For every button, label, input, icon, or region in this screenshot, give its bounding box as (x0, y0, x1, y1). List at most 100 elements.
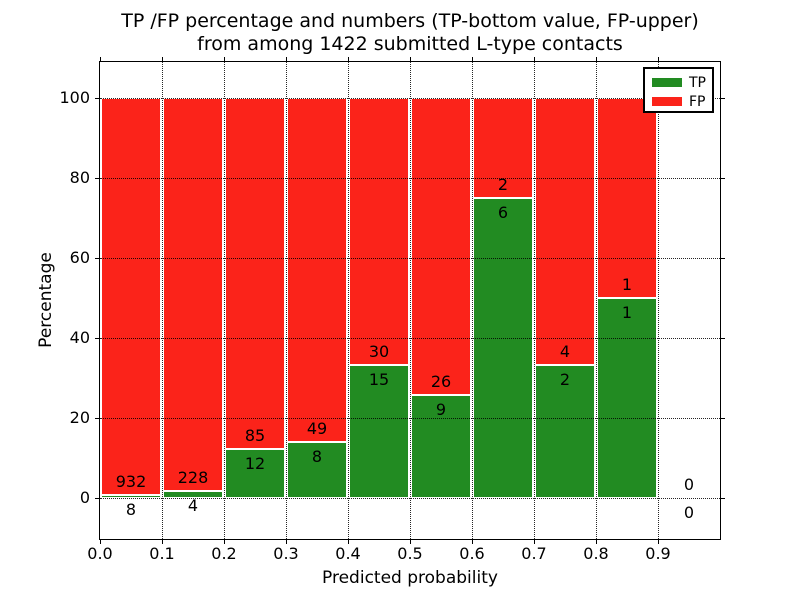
bar-fp-segment (163, 98, 223, 492)
y-tick-mark (95, 418, 99, 419)
fp-count-label: 26 (430, 372, 452, 392)
y-tick-label: 0 (79, 488, 90, 507)
tp-count-label: 15 (368, 369, 390, 389)
x-tick-mark-top (348, 57, 349, 61)
bar-tp-segment (473, 198, 533, 498)
x-tick-mark (286, 540, 287, 544)
x-tick-label: 0.8 (583, 544, 609, 563)
x-tick-mark-top (534, 57, 535, 61)
y-tick-mark (95, 98, 99, 99)
x-tick-label: 0.7 (521, 544, 547, 563)
tp-count-label: 6 (497, 203, 509, 222)
bar-fp-segment (225, 98, 285, 449)
vertical-gridline (224, 62, 225, 539)
x-tick-label: 0.5 (397, 544, 423, 563)
x-tick-label: 0.1 (149, 544, 175, 563)
x-tick-mark-top (224, 57, 225, 61)
y-tick-mark-right (721, 98, 725, 99)
legend-row-tp: TP (645, 73, 712, 92)
y-tick-label: 20 (69, 408, 90, 427)
y-tick-label: 100 (59, 88, 90, 107)
x-tick-label: 0.3 (273, 544, 299, 563)
y-tick-mark-right (721, 418, 725, 419)
x-tick-mark (224, 540, 225, 544)
y-tick-mark (95, 258, 99, 259)
fp-count-label: 85 (244, 425, 266, 445)
vertical-gridline (596, 62, 597, 539)
y-tick-mark (95, 338, 99, 339)
legend-label-tp: TP (689, 74, 706, 91)
y-tick-mark-right (721, 258, 725, 259)
tp-count-label: 4 (187, 496, 199, 516)
fp-count-label: 2 (497, 175, 509, 194)
y-tick-mark-right (721, 338, 725, 339)
x-tick-mark-top (596, 57, 597, 61)
y-tick-label: 60 (69, 248, 90, 267)
bar-tp-segment (225, 448, 285, 498)
x-tick-mark-top (100, 57, 101, 61)
bar-tp-segment (287, 441, 347, 498)
x-tick-mark (472, 540, 473, 544)
fp-color-swatch (652, 97, 682, 106)
x-tick-mark-top (472, 57, 473, 61)
legend-label-fp: FP (689, 93, 706, 110)
x-tick-mark-top (162, 57, 163, 61)
bar-fp-segment (101, 98, 161, 495)
tp-count-label: 1 (621, 303, 633, 322)
fp-count-label: 1 (621, 275, 633, 294)
y-tick-mark (95, 178, 99, 179)
y-tick-label: 40 (69, 328, 90, 347)
x-tick-label: 0.2 (211, 544, 237, 563)
tp-count-label: 8 (311, 446, 323, 466)
legend-row-fp: FP (645, 92, 712, 111)
fp-count-label: 0 (683, 475, 695, 494)
x-tick-label: 0.6 (459, 544, 485, 563)
tp-count-label: 12 (244, 453, 266, 473)
fp-count-label: 932 (115, 471, 147, 491)
bar-fp-segment (597, 98, 657, 298)
x-tick-mark (658, 540, 659, 544)
vertical-gridline (658, 62, 659, 539)
chart-title-line2: from among 1422 submitted L-type contact… (197, 33, 623, 55)
tp-count-label: 2 (559, 369, 571, 389)
y-tick-mark-right (721, 178, 725, 179)
legend: TP FP (643, 67, 714, 113)
fp-count-label: 49 (306, 418, 328, 438)
x-tick-mark (348, 540, 349, 544)
vertical-gridline (286, 62, 287, 539)
y-tick-mark-right (721, 498, 725, 499)
vertical-gridline (348, 62, 349, 539)
bar-fp-segment (349, 98, 409, 365)
chart-title-line1: TP /FP percentage and numbers (TP-bottom… (121, 10, 699, 32)
bar-fp-segment (535, 98, 595, 365)
x-tick-label: 0.4 (335, 544, 361, 563)
plot-area: 932 8 228 4 85 12 49 8 30 15 26 9 2 6 4 2 1 1 0 0 (99, 61, 721, 540)
y-tick-label: 80 (69, 168, 90, 187)
tp-count-label: 8 (125, 499, 137, 519)
tp-count-label: 9 (435, 400, 447, 420)
tp-color-swatch (652, 78, 682, 87)
x-tick-mark (100, 540, 101, 544)
x-tick-mark (596, 540, 597, 544)
x-tick-mark-top (286, 57, 287, 61)
x-tick-mark (534, 540, 535, 544)
x-tick-label: 0.9 (645, 544, 671, 563)
bar-tp-segment (101, 494, 161, 498)
bar-fp-segment (411, 98, 471, 396)
vertical-gridline (472, 62, 473, 539)
bar-fp-segment (473, 98, 533, 198)
x-tick-mark-top (658, 57, 659, 61)
bar-tp-segment (535, 364, 595, 498)
fp-count-label: 30 (368, 341, 390, 361)
bar-tp-segment (411, 395, 471, 498)
fp-count-label: 228 (177, 468, 209, 488)
tp-count-label: 0 (683, 503, 695, 522)
bar-tp-segment (597, 298, 657, 498)
y-tick-mark (95, 498, 99, 499)
fp-count-label: 4 (559, 341, 571, 361)
x-axis-label: Predicted probability (322, 568, 498, 588)
x-tick-mark (162, 540, 163, 544)
x-tick-mark-top (410, 57, 411, 61)
vertical-gridline (162, 62, 163, 539)
